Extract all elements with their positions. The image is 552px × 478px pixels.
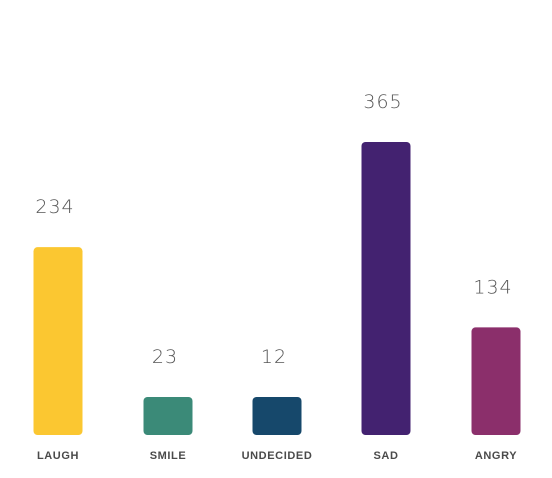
data-labels: 234 23 12 365 134 [35, 91, 512, 368]
bar-undecided [252, 397, 302, 435]
bar-sad [361, 142, 411, 435]
category-label-sad: SAD [373, 450, 398, 462]
category-label-smile: SMILE [150, 450, 187, 462]
value-label-smile: 23 [152, 346, 178, 368]
value-label-laugh: 234 [35, 196, 74, 218]
category-label-undecided: UNDECIDED [242, 450, 313, 462]
bar-angry [471, 327, 521, 435]
bars [33, 142, 521, 435]
value-label-angry: 134 [473, 276, 512, 298]
value-label-undecided: 12 [261, 346, 287, 368]
category-label-angry: ANGRY [475, 450, 517, 462]
bar-laugh [33, 247, 83, 435]
bar-smile [143, 397, 193, 435]
value-label-sad: 365 [363, 91, 402, 113]
category-labels: LAUGH SMILE UNDECIDED SAD ANGRY [37, 450, 517, 462]
category-label-laugh: LAUGH [37, 450, 79, 462]
